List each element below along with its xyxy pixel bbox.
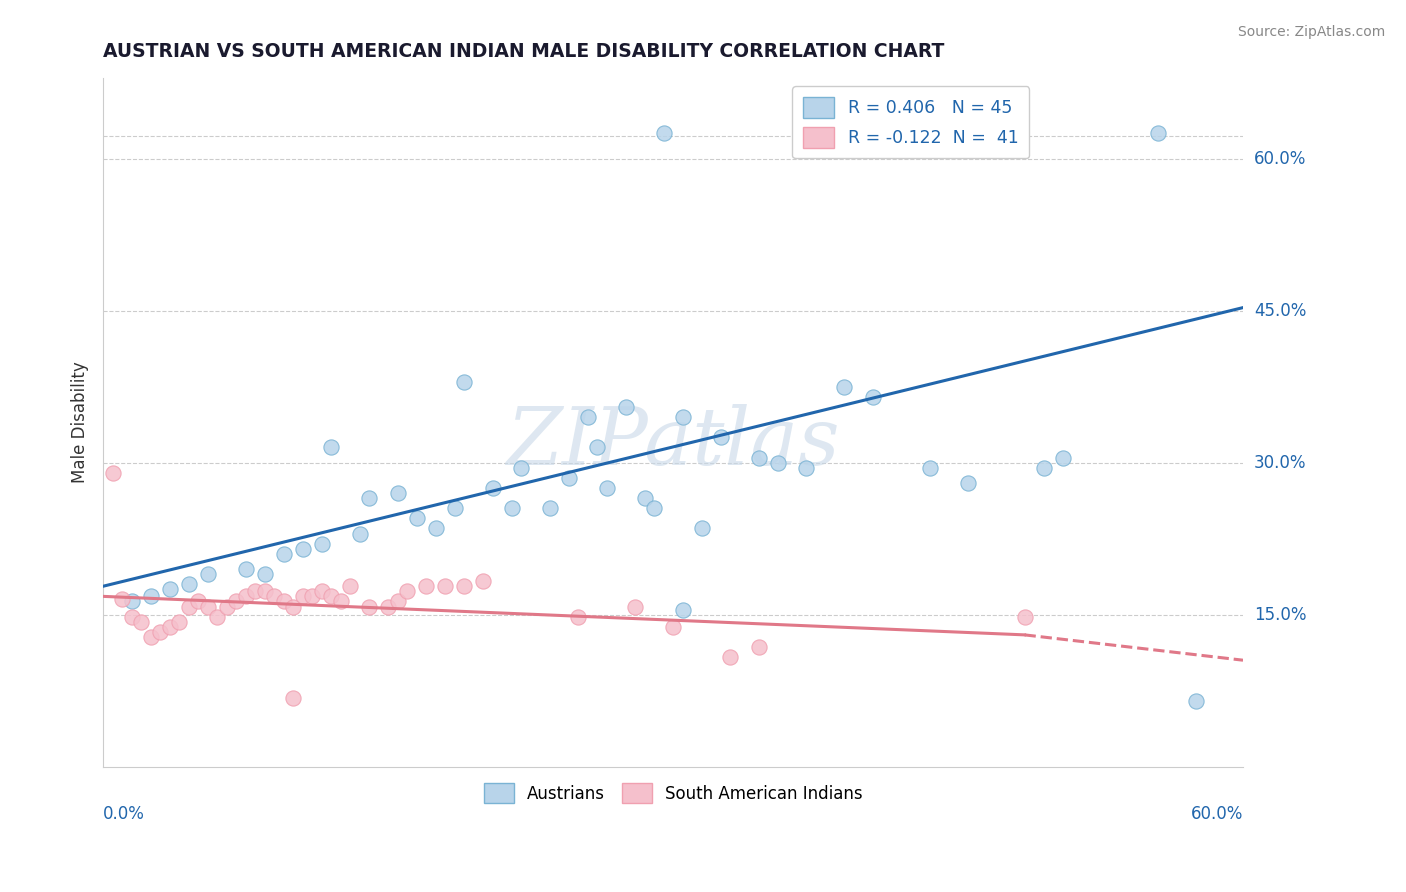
Point [501, 501, 523, 516]
Point [481, 481, 503, 495]
Point [291, 590, 314, 604]
Point [718, 650, 741, 665]
Point [586, 441, 609, 455]
Text: Source: ZipAtlas.com: Source: ZipAtlas.com [1237, 25, 1385, 39]
Point [101, 466, 124, 480]
Point [766, 456, 789, 470]
Point [652, 126, 675, 140]
Point [567, 609, 589, 624]
Point [405, 511, 427, 525]
Point [709, 430, 731, 444]
Point [434, 579, 457, 593]
Point [329, 594, 352, 608]
Point [139, 590, 162, 604]
Point [387, 486, 409, 500]
Point [832, 379, 855, 393]
Text: ZIPatlas: ZIPatlas [506, 404, 839, 482]
Point [538, 501, 561, 516]
Text: AUSTRIAN VS SOUTH AMERICAN INDIAN MALE DISABILITY CORRELATION CHART: AUSTRIAN VS SOUTH AMERICAN INDIAN MALE D… [103, 42, 945, 61]
Point [235, 590, 257, 604]
Point [643, 501, 665, 516]
Point [139, 630, 162, 644]
Point [1014, 609, 1036, 624]
Point [159, 582, 181, 597]
Point [253, 567, 276, 582]
Point [281, 690, 304, 705]
Point [319, 590, 342, 604]
Text: 15.0%: 15.0% [1254, 606, 1306, 624]
Text: 30.0%: 30.0% [1254, 454, 1306, 472]
Point [339, 579, 361, 593]
Point [197, 599, 219, 614]
Point [671, 602, 693, 616]
Point [396, 584, 419, 599]
Point [557, 471, 579, 485]
Point [273, 547, 295, 561]
Point [167, 615, 190, 629]
Point [205, 609, 228, 624]
Point [1184, 694, 1206, 708]
Point [624, 599, 647, 614]
Point [273, 594, 295, 608]
Point [1032, 460, 1054, 475]
Point [453, 375, 475, 389]
Point [748, 640, 770, 654]
Point [662, 620, 685, 634]
Point [1146, 126, 1168, 140]
Point [510, 460, 533, 475]
Point [121, 594, 143, 608]
Point [387, 594, 409, 608]
Point [149, 624, 172, 639]
Text: 60.0%: 60.0% [1254, 150, 1306, 168]
Point [1052, 450, 1074, 465]
Text: 60.0%: 60.0% [1191, 805, 1243, 823]
Point [633, 491, 655, 505]
Text: 0.0%: 0.0% [103, 805, 145, 823]
Point [595, 481, 617, 495]
Point [281, 599, 304, 614]
Point [748, 450, 770, 465]
Point [187, 594, 209, 608]
Point [862, 390, 884, 404]
Point [177, 577, 200, 591]
Point [671, 410, 693, 425]
Point [291, 541, 314, 556]
Point [425, 521, 447, 535]
Point [359, 599, 381, 614]
Point [472, 574, 495, 589]
Point [301, 590, 323, 604]
Point [443, 501, 465, 516]
Point [225, 594, 247, 608]
Legend: Austrians, South American Indians: Austrians, South American Indians [477, 776, 869, 810]
Point [576, 410, 599, 425]
Point [311, 537, 333, 551]
Point [121, 609, 143, 624]
Point [956, 475, 979, 490]
Point [197, 567, 219, 582]
Point [159, 620, 181, 634]
Point [319, 441, 342, 455]
Point [349, 526, 371, 541]
Point [263, 590, 285, 604]
Point [129, 615, 152, 629]
Point [614, 400, 637, 414]
Point [377, 599, 399, 614]
Y-axis label: Male Disability: Male Disability [72, 361, 89, 483]
Point [359, 491, 381, 505]
Point [918, 460, 941, 475]
Point [111, 592, 134, 607]
Point [215, 599, 238, 614]
Point [177, 599, 200, 614]
Text: 45.0%: 45.0% [1254, 301, 1306, 319]
Point [690, 521, 713, 535]
Point [311, 584, 333, 599]
Point [235, 562, 257, 576]
Point [794, 460, 817, 475]
Point [243, 584, 266, 599]
Point [415, 579, 437, 593]
Point [453, 579, 475, 593]
Point [253, 584, 276, 599]
